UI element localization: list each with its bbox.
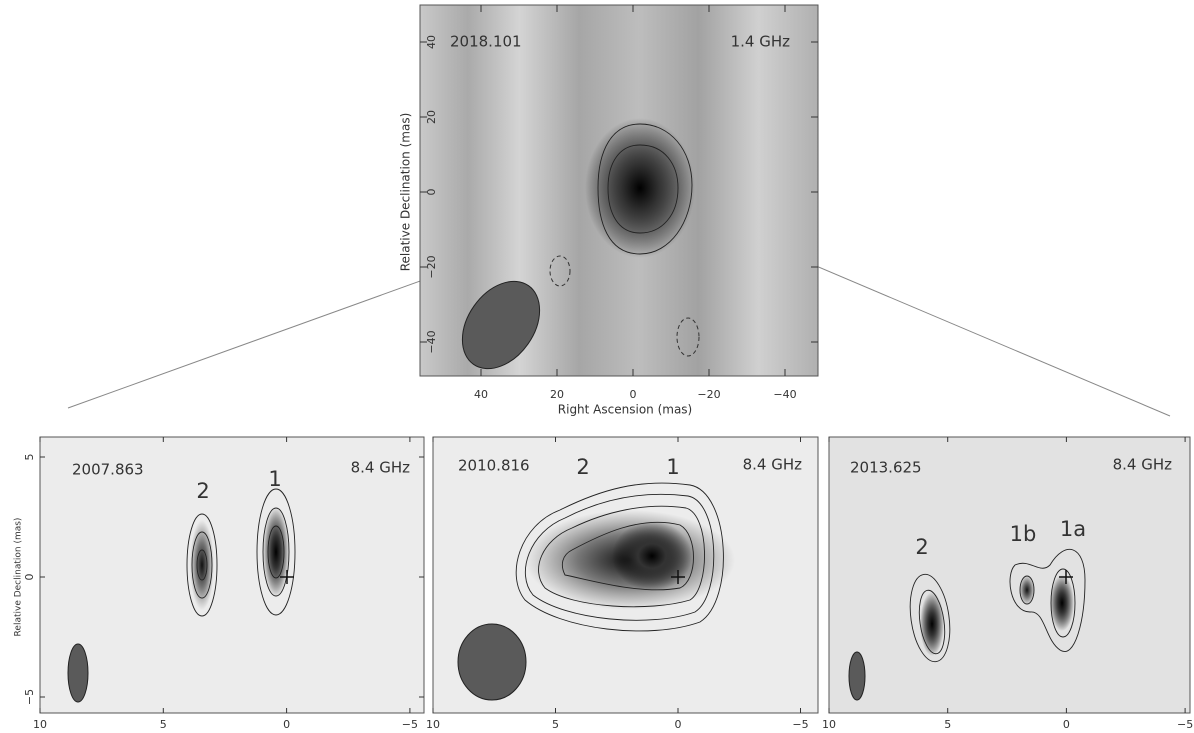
- contour: [196, 549, 208, 581]
- component-label: 2: [915, 535, 928, 559]
- contour: [1009, 548, 1086, 652]
- bottom-panel: 2007.863 8.4 GHz 2 1 Relative Declinatio…: [14, 436, 425, 714]
- contour: [186, 513, 218, 617]
- map-image: [40, 437, 424, 713]
- contour: [1050, 568, 1076, 638]
- source: [585, 118, 695, 258]
- component-label: 1: [268, 467, 281, 491]
- frequency: 8.4 GHz: [351, 459, 411, 477]
- frame: [432, 436, 819, 714]
- reference-cross: [671, 570, 685, 584]
- x-tick-label: 0: [283, 718, 290, 731]
- contour: [515, 482, 724, 632]
- x-tick-label: 0: [1063, 718, 1070, 731]
- frame: [419, 4, 819, 377]
- y-tick-label: 20: [425, 110, 438, 124]
- component-label: 1b: [1010, 522, 1037, 546]
- x-tick-label: 40: [474, 388, 488, 401]
- epoch: 2010.816: [458, 457, 530, 475]
- x-tick-label: 0: [630, 388, 637, 401]
- x-axis-label: Right Ascension (mas): [558, 403, 692, 417]
- bottom-panel: 2010.816 8.4 GHz 2 1: [432, 436, 819, 714]
- epoch: 2018.101: [450, 33, 522, 51]
- x-tick-label: 0: [675, 718, 682, 731]
- epoch: 2013.625: [850, 459, 922, 477]
- top-panel: 2018.101 1.4 GHz Right Ascension (mas) R…: [399, 4, 819, 417]
- x-tick-label: 5: [944, 718, 951, 731]
- contour: [256, 488, 296, 616]
- x-tick-label: 10: [822, 718, 836, 731]
- beam: [457, 623, 527, 701]
- x-tick-label: 5: [552, 718, 559, 731]
- y-tick-label: −20: [425, 255, 438, 278]
- x-tick-label: 20: [550, 388, 564, 401]
- x-tick-label: −5: [402, 718, 418, 731]
- x-tick-label: 10: [426, 718, 440, 731]
- epoch: 2007.863: [72, 461, 144, 479]
- source: [263, 507, 289, 597]
- y-tick-label: 5: [23, 454, 36, 461]
- reference-cross: [280, 570, 294, 584]
- y-tick-label: 0: [23, 574, 36, 581]
- frame: [828, 436, 1191, 714]
- contour: [607, 144, 679, 234]
- component-label: 2: [196, 479, 209, 503]
- x-tick-label: −40: [773, 388, 796, 401]
- source: [612, 521, 692, 591]
- x-tick-label: −5: [792, 718, 808, 731]
- contour: [191, 531, 213, 599]
- y-tick-label: 40: [425, 35, 438, 49]
- frame: [39, 436, 425, 714]
- x-tick-label: 5: [160, 718, 167, 731]
- beam: [67, 643, 89, 703]
- y-tick-label: −40: [425, 330, 438, 353]
- x-tick-label: −20: [697, 388, 720, 401]
- frequency: 8.4 GHz: [743, 456, 803, 474]
- contour: [918, 589, 946, 655]
- contour: [538, 505, 705, 608]
- source: [190, 520, 214, 610]
- beam: [461, 280, 541, 370]
- component-label: 1a: [1060, 517, 1086, 541]
- x-tick-label: −5: [1177, 718, 1193, 731]
- negative-contour: [676, 317, 700, 357]
- y-axis-label: Relative Declination (mas): [399, 113, 413, 272]
- contour: [262, 507, 290, 597]
- source: [920, 592, 944, 656]
- x-tick-label: 10: [33, 718, 47, 731]
- y-tick-label: 0: [425, 189, 438, 196]
- source: [1019, 575, 1035, 605]
- contour: [524, 493, 715, 621]
- y-tick-label: −5: [23, 689, 36, 705]
- component-label: 2: [576, 455, 589, 479]
- frequency: 1.4 GHz: [731, 33, 791, 51]
- negative-contour: [549, 255, 571, 287]
- contour: [561, 521, 694, 591]
- map-image: [829, 437, 1190, 713]
- bottom-panel: 2013.625 8.4 GHz 2 1b 1a: [828, 436, 1191, 714]
- beam: [848, 651, 866, 701]
- contour: [1019, 575, 1035, 605]
- y-axis-label: Relative Declination (mas): [14, 518, 24, 637]
- component-label: 1: [666, 455, 679, 479]
- source: [1050, 575, 1074, 631]
- contour: [597, 123, 693, 255]
- contour: [267, 525, 285, 579]
- reference-cross: [1059, 570, 1073, 584]
- frequency: 8.4 GHz: [1113, 456, 1173, 474]
- contour: [909, 573, 951, 663]
